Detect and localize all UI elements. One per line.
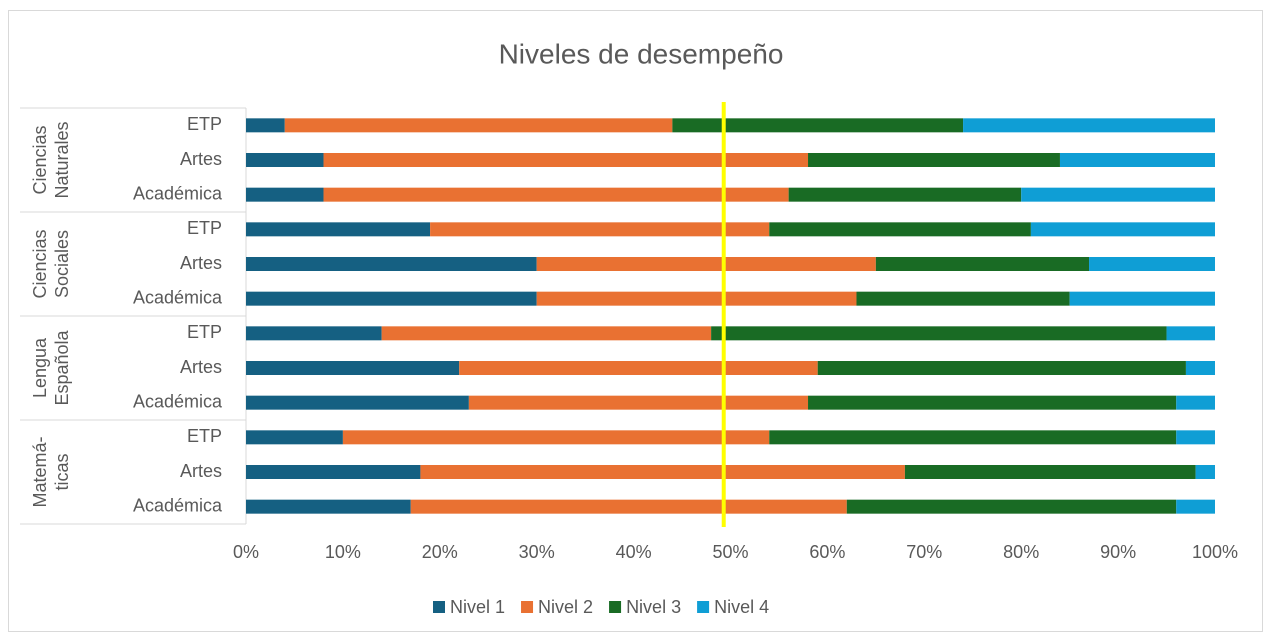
bar-segment	[420, 465, 905, 479]
bar-segment	[904, 465, 1196, 479]
chart-title: Niveles de desempeño	[499, 38, 784, 69]
bar-segment	[856, 291, 1070, 306]
x-tick-label: 90%	[1100, 542, 1136, 562]
y-tick-label: ETP	[187, 426, 222, 446]
bar-segment	[672, 118, 964, 133]
bar-segment	[323, 153, 809, 167]
group-label: Española	[52, 329, 72, 405]
x-tick-label: 30%	[519, 542, 555, 562]
group-label: Ciencias	[30, 125, 50, 194]
bar-segment	[323, 187, 789, 202]
bar-segment	[1059, 153, 1215, 167]
bar-segment	[246, 153, 324, 167]
bar-segment	[246, 257, 537, 271]
y-tick-label: Artes	[180, 357, 222, 377]
bar-segment	[808, 153, 1060, 167]
bar-segment	[246, 499, 411, 514]
x-tick-label: 50%	[712, 542, 748, 562]
y-tick-label: Académica	[133, 287, 223, 307]
bar-segment	[1185, 361, 1215, 375]
bar-segment	[536, 291, 857, 306]
bar-segment	[246, 222, 431, 237]
group-label: Sociales	[52, 230, 72, 298]
y-tick-label: Artes	[180, 253, 222, 273]
bar-segment	[342, 430, 770, 445]
bar-segment	[381, 326, 712, 341]
group-label: Naturales	[52, 121, 72, 198]
group-label: ticas	[52, 453, 72, 490]
bar-segment	[1195, 465, 1215, 479]
y-tick-label: ETP	[187, 114, 222, 134]
bar-segment	[246, 326, 382, 341]
bar-segment	[246, 430, 343, 445]
legend-label: Nivel 3	[626, 597, 681, 617]
x-tick-label: 100%	[1192, 542, 1238, 562]
x-tick-label: 40%	[616, 542, 652, 562]
bar-segment	[459, 361, 818, 375]
legend-swatch	[433, 601, 445, 613]
legend-swatch	[609, 601, 622, 613]
bar-segment	[536, 257, 876, 271]
bar-segment	[246, 291, 537, 306]
bar-segment	[246, 465, 421, 479]
legend-label: Nivel 2	[538, 597, 593, 617]
y-tick-label: Académica	[133, 391, 223, 411]
x-tick-label: 20%	[422, 542, 458, 562]
bar-segment	[769, 222, 1031, 237]
group-label: Ciencias	[30, 229, 50, 298]
x-tick-label: 80%	[1003, 542, 1039, 562]
bar-segment	[1176, 430, 1215, 445]
bar-segment	[788, 187, 1022, 202]
bar-segment	[430, 222, 770, 237]
y-tick-label: Artes	[180, 461, 222, 481]
legend-swatch	[521, 601, 534, 613]
group-label: Lengua	[30, 337, 50, 398]
x-tick-label: 60%	[809, 542, 845, 562]
y-tick-label: ETP	[187, 218, 222, 238]
bar-segment	[808, 395, 1177, 410]
bar-segment	[711, 326, 1167, 341]
y-tick-label: ETP	[187, 322, 222, 342]
bar-segment	[1176, 395, 1215, 410]
bar-segment	[1176, 499, 1215, 514]
bar-segment	[817, 361, 1186, 375]
bar-segment	[963, 118, 1215, 133]
bar-segment	[1166, 326, 1215, 341]
bar-segment	[1030, 222, 1215, 237]
bar-segment	[875, 257, 1090, 271]
bar-segment	[1089, 257, 1215, 271]
y-tick-label: Académica	[133, 183, 223, 203]
group-label: Matemá-	[30, 436, 50, 507]
bar-segment	[410, 499, 847, 514]
y-tick-label: Artes	[180, 149, 222, 169]
chart-border	[8, 10, 1263, 632]
x-tick-label: 70%	[906, 542, 942, 562]
bar-segment	[246, 361, 460, 375]
legend-label: Nivel 1	[450, 597, 505, 617]
bar-segment	[769, 430, 1177, 445]
bar-segment	[468, 395, 809, 410]
bar-segment	[246, 187, 324, 202]
legend-label: Nivel 4	[714, 597, 769, 617]
bar-segment	[246, 395, 469, 410]
x-tick-label: 10%	[325, 542, 361, 562]
x-tick-label: 0%	[233, 542, 259, 562]
bar-segment	[1021, 187, 1215, 202]
bar-segment	[1069, 291, 1215, 306]
bar-segment	[846, 499, 1177, 514]
bar-segment	[284, 118, 673, 133]
y-tick-label: Académica	[133, 495, 223, 515]
bar-segment	[246, 118, 285, 133]
legend-swatch	[697, 601, 710, 613]
